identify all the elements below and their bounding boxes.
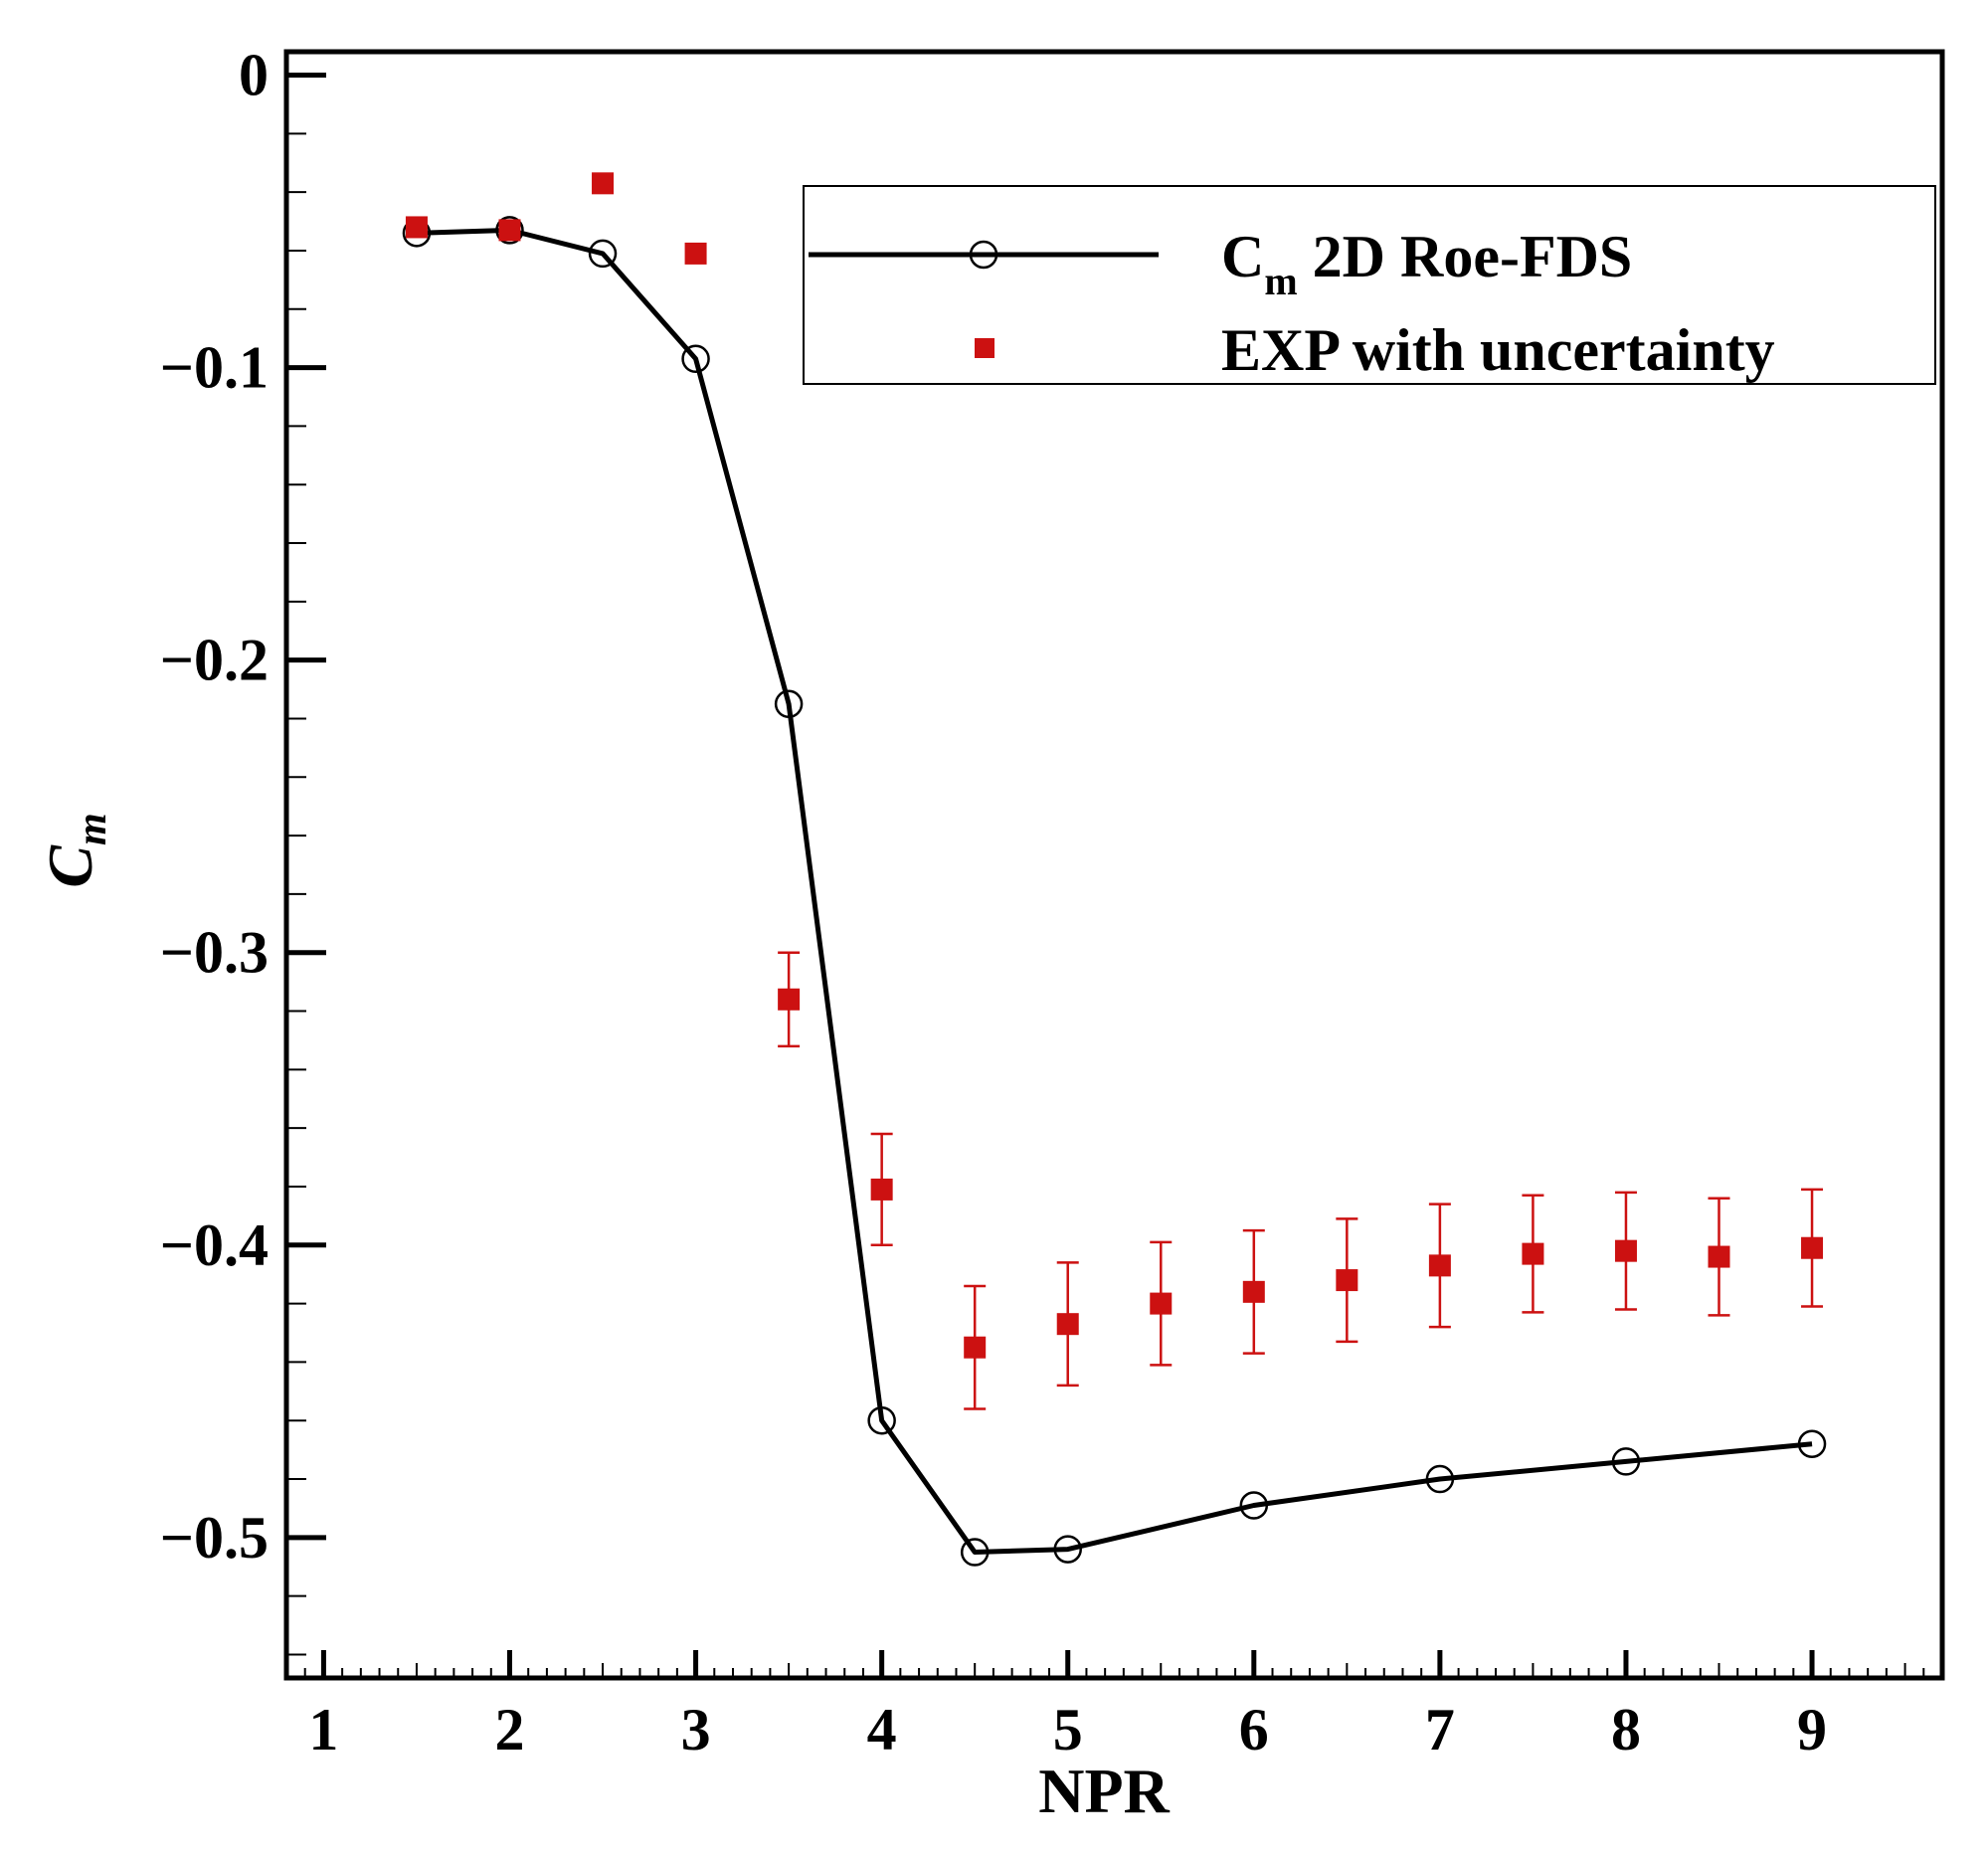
legend-label-sim-rest: 2D Roe-FDS <box>1298 224 1633 289</box>
exp-point <box>1801 1236 1824 1259</box>
x-tick-label: 8 <box>1611 1697 1641 1762</box>
y-axis-ticks: 0 −0.1 −0.2 −0.3 −0.4 −0.5 <box>160 43 326 1656</box>
x-tick-label: 7 <box>1425 1697 1455 1762</box>
plot-frame-group <box>283 49 1945 1681</box>
sim-point <box>867 1405 896 1435</box>
legend: Cm 2D Roe-FDS EXP with uncertainty <box>803 185 1936 385</box>
sim-point <box>774 689 804 719</box>
y-tick-label: −0.4 <box>160 1212 269 1278</box>
x-tick-label: 6 <box>1239 1697 1269 1762</box>
series-layer <box>402 172 1827 1567</box>
exp-point <box>498 219 521 242</box>
sim-point <box>1611 1447 1641 1476</box>
x-tick-label: 9 <box>1797 1697 1827 1762</box>
exp-point <box>1242 1280 1265 1303</box>
exp-point <box>1614 1239 1637 1262</box>
x-tick-label: 3 <box>681 1697 711 1762</box>
legend-label-sim-base: C <box>1221 224 1264 289</box>
exp-point <box>1056 1313 1079 1336</box>
y-tick-label: −0.5 <box>160 1505 269 1571</box>
x-tick-label: 1 <box>308 1697 338 1762</box>
sim-point <box>681 344 710 374</box>
exp-point <box>778 988 801 1011</box>
exp-point <box>964 1336 987 1359</box>
sim-point <box>960 1538 990 1567</box>
y-tick-label: 0 <box>239 43 269 108</box>
exp-point <box>684 242 707 265</box>
legend-label-sim: Cm 2D Roe-FDS <box>1221 224 1632 303</box>
y-axis-title: Cm <box>35 813 115 887</box>
x-axis-title: NPR <box>1038 1756 1170 1826</box>
y-axis-title-subscript: m <box>70 813 115 845</box>
exp-point <box>1428 1254 1451 1277</box>
sim-point <box>588 239 618 269</box>
legend-label-exp: EXP with uncertainty <box>1221 317 1775 383</box>
exp-point <box>870 1178 893 1201</box>
x-tick-label: 4 <box>867 1697 897 1762</box>
y-tick-label: −0.3 <box>160 920 269 986</box>
exp-point <box>405 216 428 239</box>
legend-sim-marker <box>969 240 998 270</box>
sim-point <box>1053 1535 1082 1564</box>
sim-point <box>495 216 524 245</box>
x-axis-ticks: 1 2 3 4 5 6 7 8 9 <box>285 1650 1943 1762</box>
sim-series-line <box>416 227 1813 1556</box>
sim-point <box>1797 1429 1827 1458</box>
exp-point <box>1150 1292 1173 1315</box>
legend-exp-marker <box>975 338 994 358</box>
y-axis-title-base: C <box>35 844 105 888</box>
plot-frame <box>283 49 1945 1681</box>
exp-point <box>1522 1242 1544 1265</box>
y-tick-label: −0.2 <box>160 628 269 693</box>
exp-point <box>1336 1269 1358 1292</box>
x-tick-label: 2 <box>494 1697 524 1762</box>
y-tick-label: −0.1 <box>160 335 269 401</box>
sim-point <box>1425 1464 1455 1494</box>
sim-point <box>1239 1491 1269 1520</box>
exp-point <box>592 172 615 195</box>
exp-point <box>1708 1245 1730 1268</box>
legend-label-sim-subscript: m <box>1264 259 1297 303</box>
x-tick-label: 5 <box>1053 1697 1083 1762</box>
